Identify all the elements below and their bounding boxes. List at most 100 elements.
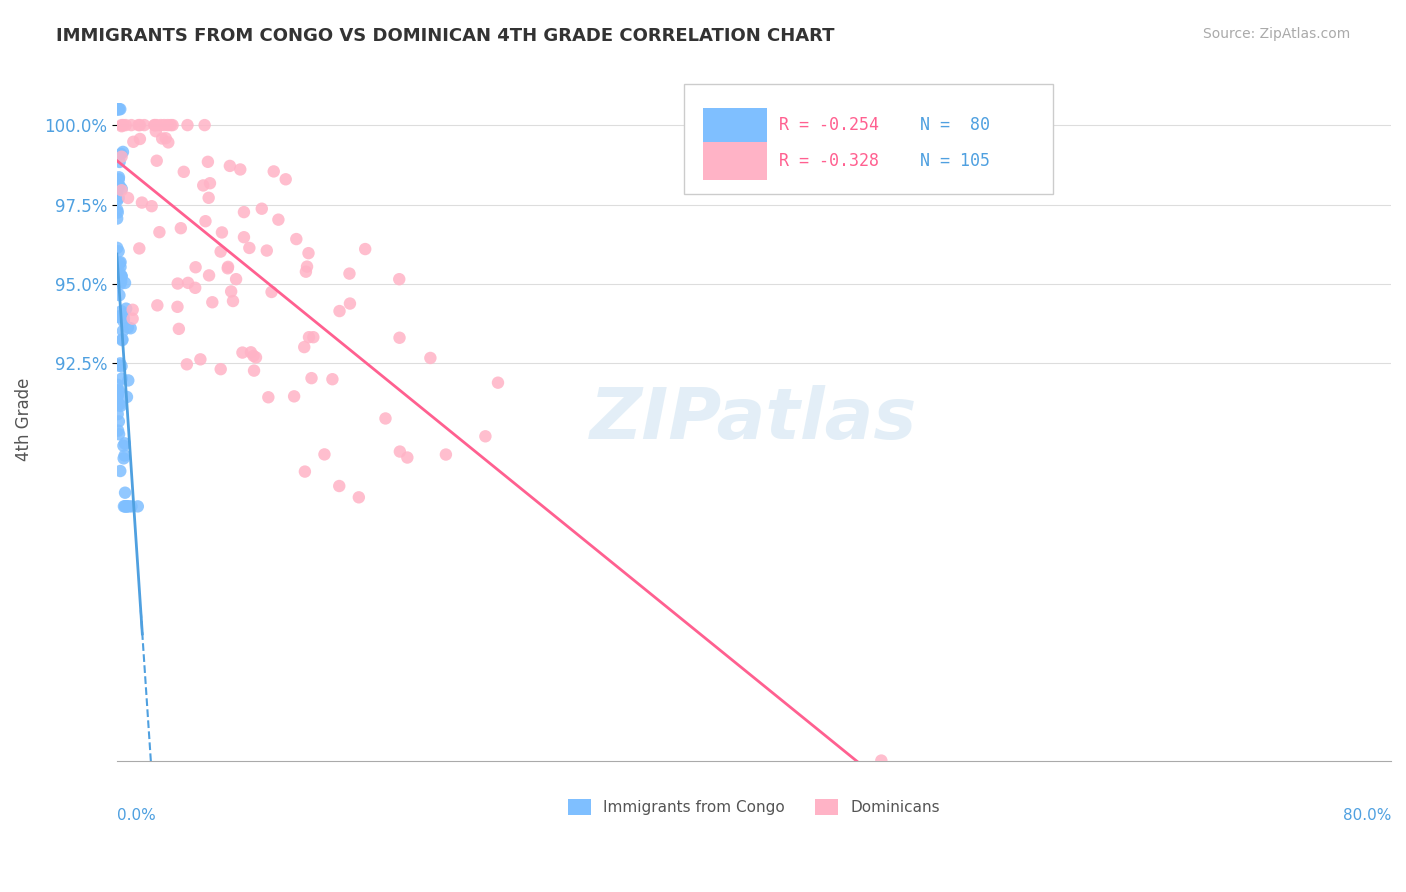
Text: 80.0%: 80.0% xyxy=(1343,808,1391,823)
Point xyxy=(114,500,136,514)
Point xyxy=(197,154,219,169)
Point xyxy=(108,356,131,370)
Point xyxy=(149,118,172,132)
Point xyxy=(285,232,308,246)
Point xyxy=(314,447,336,461)
Point xyxy=(155,131,177,145)
Point xyxy=(110,183,132,197)
Point xyxy=(105,203,128,218)
Point xyxy=(110,147,132,161)
Point xyxy=(105,241,128,255)
Point xyxy=(108,102,131,116)
Point xyxy=(198,176,221,190)
Point xyxy=(148,225,170,239)
Point xyxy=(117,191,139,205)
Point xyxy=(110,269,132,284)
Point xyxy=(107,102,129,116)
Point xyxy=(115,301,138,316)
Point xyxy=(107,310,129,324)
Point xyxy=(105,102,128,116)
Point xyxy=(108,288,131,302)
Point xyxy=(105,358,128,372)
Point xyxy=(110,150,132,164)
Point xyxy=(388,444,411,458)
Point xyxy=(111,119,134,133)
Point xyxy=(222,293,245,308)
Text: 0.0%: 0.0% xyxy=(117,808,156,823)
Point xyxy=(107,310,129,324)
Point xyxy=(108,264,131,278)
Point xyxy=(108,256,131,270)
Legend: Immigrants from Congo, Dominicans: Immigrants from Congo, Dominicans xyxy=(562,793,946,822)
Point xyxy=(108,170,131,185)
Point xyxy=(107,268,129,282)
Point xyxy=(110,102,132,116)
Point xyxy=(114,276,136,290)
Point xyxy=(176,118,198,132)
Point xyxy=(108,414,131,428)
Point xyxy=(190,352,212,367)
Point xyxy=(239,345,262,359)
Point xyxy=(153,118,176,132)
Point xyxy=(173,165,195,179)
Point xyxy=(110,464,132,478)
Point xyxy=(274,172,297,186)
Point xyxy=(105,390,128,404)
Point xyxy=(201,295,224,310)
Point xyxy=(108,427,131,442)
Point xyxy=(107,273,129,287)
Point xyxy=(238,241,260,255)
Point xyxy=(110,260,132,274)
Point xyxy=(115,500,138,514)
Text: R = -0.328: R = -0.328 xyxy=(779,152,879,169)
Point xyxy=(111,371,134,385)
Point xyxy=(870,754,893,768)
Point xyxy=(219,285,242,299)
Point xyxy=(295,265,318,279)
Point xyxy=(131,195,153,210)
Point xyxy=(217,261,239,276)
Point xyxy=(267,212,290,227)
Point xyxy=(111,145,134,159)
Point xyxy=(128,118,150,132)
Point xyxy=(112,500,135,514)
Point xyxy=(122,135,145,149)
Point xyxy=(121,311,143,326)
Point xyxy=(256,244,278,258)
Point xyxy=(184,281,207,295)
Point xyxy=(231,345,253,359)
Point xyxy=(143,118,166,132)
Point xyxy=(112,311,135,326)
Point xyxy=(114,118,136,132)
Point xyxy=(145,153,167,168)
Point xyxy=(297,246,319,260)
Point xyxy=(141,199,163,213)
Point xyxy=(134,118,156,132)
FancyBboxPatch shape xyxy=(703,143,766,180)
Point xyxy=(128,118,150,132)
Point xyxy=(388,331,411,345)
Point xyxy=(110,118,132,132)
Point xyxy=(105,398,128,412)
Point xyxy=(110,274,132,288)
Point xyxy=(145,118,167,132)
Point xyxy=(194,118,217,132)
Point xyxy=(321,372,343,386)
Point xyxy=(105,183,128,197)
Point xyxy=(110,269,132,284)
Point xyxy=(108,359,131,373)
Point xyxy=(105,211,128,226)
Point xyxy=(121,500,143,514)
Point xyxy=(156,118,179,132)
Point xyxy=(117,320,139,334)
Point xyxy=(110,359,132,374)
Point xyxy=(120,118,142,132)
Point xyxy=(110,255,132,269)
Point xyxy=(170,221,193,235)
Point xyxy=(209,362,232,376)
Text: R = -0.254: R = -0.254 xyxy=(779,116,879,135)
Point xyxy=(110,304,132,318)
Point xyxy=(107,388,129,402)
Point xyxy=(159,118,181,132)
Point xyxy=(245,351,267,365)
